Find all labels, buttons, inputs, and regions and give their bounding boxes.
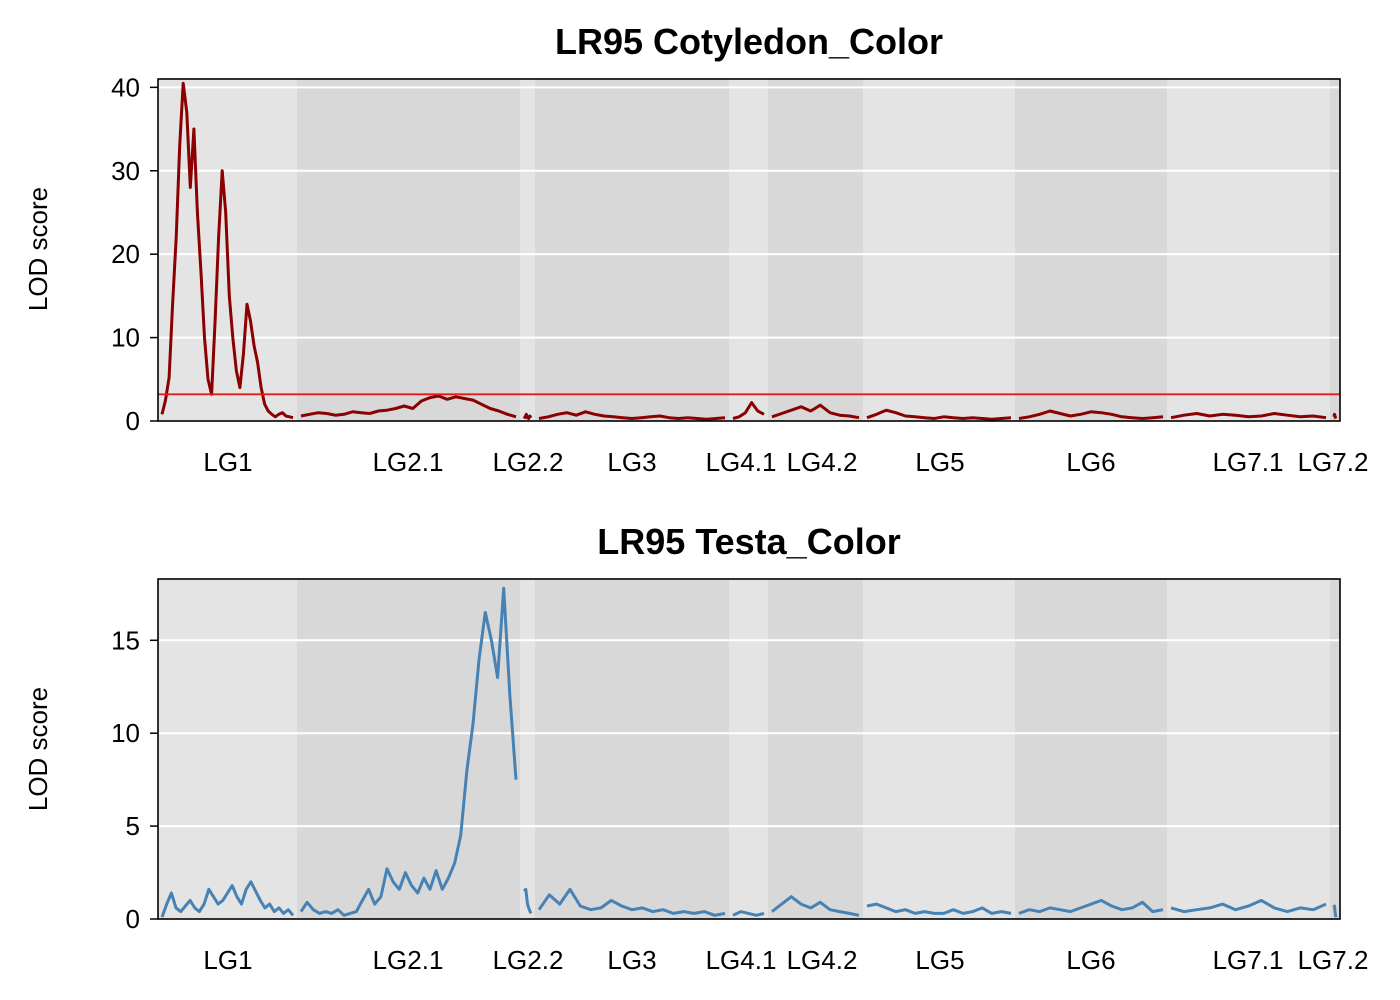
lod-curve-lg4-1 <box>732 910 765 917</box>
lod-curve-lg7-2 <box>1332 904 1338 918</box>
lod-curve-lg7-1 <box>1170 412 1327 420</box>
chromosome-band-lg5 <box>863 579 1015 919</box>
lod-curve-lg7-2 <box>1332 412 1338 420</box>
lod-curve-lg7-1 <box>1170 898 1327 914</box>
lod-curve-lg4-1 <box>732 401 765 420</box>
chromosome-band-lg2-2 <box>520 79 535 421</box>
chromosome-band-lg4-2 <box>768 579 863 919</box>
y-tick-label: 10 <box>111 323 140 353</box>
chromosome-band-lg7-2 <box>1330 579 1340 919</box>
chromosome-band-lg6 <box>1015 579 1167 919</box>
y-tick-label: 10 <box>111 718 140 748</box>
x-tick-label-lg7-1: LG7.1 <box>1213 945 1284 975</box>
x-tick-label-lg7-1: LG7.1 <box>1213 447 1284 477</box>
x-tick-label-lg3: LG3 <box>607 447 656 477</box>
x-tick-label-lg5: LG5 <box>915 945 964 975</box>
chromosome-band-lg4-1 <box>729 79 768 421</box>
chromosome-band-lg7-2 <box>1330 79 1340 421</box>
x-tick-label-lg2-1: LG2.1 <box>373 945 444 975</box>
y-axis-label-testa: LOD score <box>23 687 53 811</box>
panel-testa-color: LR95 Testa_Color LOD score 0 5 10 15 LG1 LG2.… <box>23 521 1368 975</box>
x-tick-label-lg4-1: LG4.1 <box>706 447 777 477</box>
lod-curve-lg2-1 <box>300 394 517 419</box>
chromosome-band-lg6 <box>1015 79 1167 421</box>
x-tick-label-lg1: LG1 <box>203 447 252 477</box>
y-tick-label: 15 <box>111 625 140 655</box>
y-tick-label: 0 <box>126 904 140 934</box>
x-tick-label-lg5: LG5 <box>915 447 964 477</box>
lod-curve-lg4-2 <box>771 895 860 917</box>
plot-frame <box>157 78 1341 422</box>
lod-curve-lg2-2 <box>522 887 533 915</box>
plot-frame <box>157 578 1341 920</box>
panel-title-testa: LR95 Testa_Color <box>597 521 900 562</box>
lod-curve-lg1 <box>160 81 294 420</box>
chromosome-band-lg3 <box>535 79 729 421</box>
x-tick-label-lg2-2: LG2.2 <box>493 945 564 975</box>
x-tick-label-lg7-2: LG7.2 <box>1298 945 1369 975</box>
x-tick-label-lg6: LG6 <box>1066 447 1115 477</box>
chromosome-band-lg1 <box>158 579 297 919</box>
lod-curve-lg6 <box>1018 898 1164 915</box>
chromosome-band-lg2-2 <box>520 579 535 919</box>
x-tick-label-lg4-2: LG4.2 <box>787 447 858 477</box>
lod-curve-lg6 <box>1018 409 1164 420</box>
y-tick-label: 5 <box>126 811 140 841</box>
y-axis-label-cotyledon: LOD score <box>23 187 53 311</box>
chromosome-band-lg7-1 <box>1167 579 1330 919</box>
lod-curve-lg1 <box>160 880 295 918</box>
x-tick-label-lg4-1: LG4.1 <box>706 945 777 975</box>
panel-cotyledon-color: LR95 Cotyledon_Color LOD score 0 10 20 30 40… <box>23 21 1368 477</box>
y-tick-label: 20 <box>111 239 140 269</box>
x-tick-label-lg3: LG3 <box>607 945 656 975</box>
lod-curve-lg5 <box>866 902 1012 915</box>
x-tick-label-lg1: LG1 <box>203 945 252 975</box>
chromosome-band-lg5 <box>863 79 1015 421</box>
chromosome-band-lg4-2 <box>768 79 863 421</box>
x-tick-label-lg2-1: LG2.1 <box>373 447 444 477</box>
lod-curve-lg5 <box>866 408 1012 421</box>
panel-title-cotyledon: LR95 Cotyledon_Color <box>555 21 943 62</box>
chromosome-band-lg4-1 <box>729 579 768 919</box>
x-tick-label-lg4-2: LG4.2 <box>787 945 858 975</box>
lod-curve-lg3 <box>537 887 726 917</box>
lod-curve-lg3 <box>538 410 726 421</box>
chromosome-band-lg2-1 <box>297 579 520 919</box>
chromosome-band-lg7-1 <box>1167 79 1330 421</box>
y-tick-label: 0 <box>126 406 140 436</box>
x-tick-label-lg2-2: LG2.2 <box>493 447 564 477</box>
chromosome-band-lg3 <box>535 579 729 919</box>
y-tick-label: 30 <box>111 156 140 186</box>
x-tick-label-lg6: LG6 <box>1066 945 1115 975</box>
lod-curve-lg4-2 <box>771 403 860 420</box>
y-tick-label: 40 <box>111 72 140 102</box>
lod-curve-lg2-1 <box>299 586 518 917</box>
x-tick-label-lg7-2: LG7.2 <box>1298 447 1369 477</box>
chromosome-band-lg2-1 <box>297 79 520 421</box>
lod-curve-lg2-2 <box>522 412 533 420</box>
